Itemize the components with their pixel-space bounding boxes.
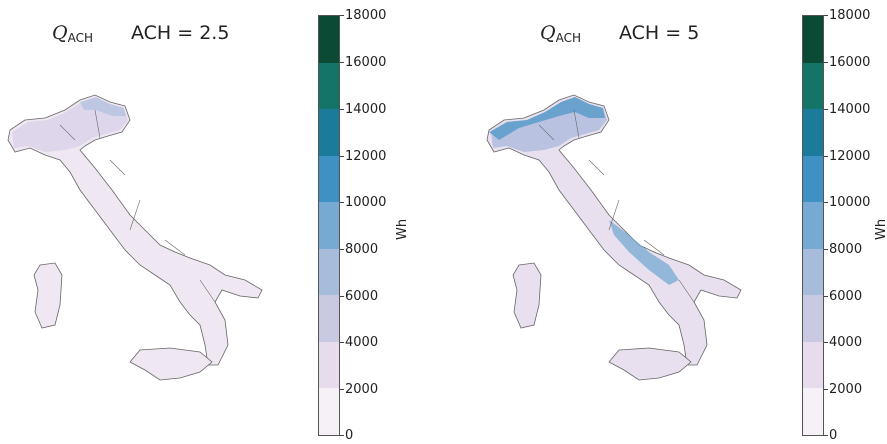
italy-mainland (7, 94, 263, 366)
italy-map (486, 94, 742, 381)
italy-map (7, 94, 263, 381)
sicily (129, 347, 213, 381)
colorbar-bin-16000-18000 (803, 16, 823, 63)
colorbar-tick: 6000 (823, 289, 863, 304)
title-subscript: ACH (555, 31, 581, 45)
colorbar-bin-0-2000 (319, 388, 339, 435)
colorbar-bin-12000-14000 (803, 109, 823, 156)
sardinia (512, 262, 542, 329)
colorbar-bin-12000-14000 (319, 109, 339, 156)
colorbar-bin-6000-8000 (803, 248, 823, 296)
colorbar-tick: 0 (823, 428, 838, 443)
title-subscript: ACH (67, 31, 93, 45)
colorbar-bin-10000-12000 (803, 155, 823, 203)
italy-outline (7, 94, 263, 366)
title-symbol: Q (52, 22, 68, 44)
panel-ach-2-5: QACH ACH = 2.5 18000 16000 14000 12000 10… (0, 0, 443, 444)
sardinia (33, 262, 63, 329)
alps-hotspots (489, 97, 605, 140)
colorbar-unit: Wh (874, 218, 887, 240)
colorbar-unit: Wh (395, 218, 410, 240)
colorbar-tick: 12000 (339, 149, 387, 164)
colorbar-bin-16000-18000 (319, 16, 339, 63)
colorbar (802, 15, 824, 436)
title-condition: ACH = 2.5 (130, 22, 230, 44)
title-symbol: Q (540, 22, 556, 44)
colorbar-bin-2000-4000 (803, 341, 823, 389)
colorbar-tick: 14000 (339, 102, 387, 117)
title-condition: ACH = 5 (618, 22, 700, 44)
colorbar-tick: 18000 (823, 8, 871, 23)
colorbar-tick: 10000 (339, 195, 387, 210)
colorbar-bin-4000-6000 (803, 295, 823, 342)
colorbar-bin-8000-10000 (803, 202, 823, 249)
colorbar-tick: 16000 (339, 55, 387, 70)
colorbar-tick: 8000 (339, 242, 379, 257)
colorbar-tick: 16000 (823, 55, 871, 70)
colorbar-tick: 10000 (823, 195, 871, 210)
colorbar-tick: 12000 (823, 149, 871, 164)
colorbar-tick: 0 (339, 428, 354, 443)
alps-hotspots (80, 97, 126, 116)
italy-mainland (486, 94, 742, 366)
colorbar-tick: 2000 (339, 382, 379, 397)
panel-title: QACH ACH = 2.5 (52, 22, 229, 45)
colorbar-bin-14000-16000 (803, 62, 823, 110)
panel-ach-5: QACH ACH = 5 18000 16000 14000 12000 1000… (444, 0, 887, 444)
colorbar-bin-4000-6000 (319, 295, 339, 342)
region-borders (59, 109, 216, 303)
colorbar-bin-14000-16000 (319, 62, 339, 110)
colorbar-tick: 6000 (339, 289, 379, 304)
colorbar-bin-10000-12000 (319, 155, 339, 203)
colorbar-bin-8000-10000 (319, 202, 339, 249)
apennine-hotspots (609, 220, 679, 285)
colorbar-bin-0-2000 (803, 388, 823, 435)
colorbar-bin-6000-8000 (319, 248, 339, 296)
region-borders (538, 109, 695, 303)
colorbar-bin-2000-4000 (319, 341, 339, 389)
colorbar-tick: 18000 (339, 8, 387, 23)
colorbar-tick: 14000 (823, 102, 871, 117)
colorbar-tick: 2000 (823, 382, 863, 397)
colorbar (318, 15, 340, 436)
colorbar-tick: 4000 (339, 335, 379, 350)
sicily (608, 347, 692, 381)
colorbar-tick: 4000 (823, 335, 863, 350)
panel-title: QACH ACH = 5 (540, 22, 699, 45)
colorbar-tick: 8000 (823, 242, 863, 257)
